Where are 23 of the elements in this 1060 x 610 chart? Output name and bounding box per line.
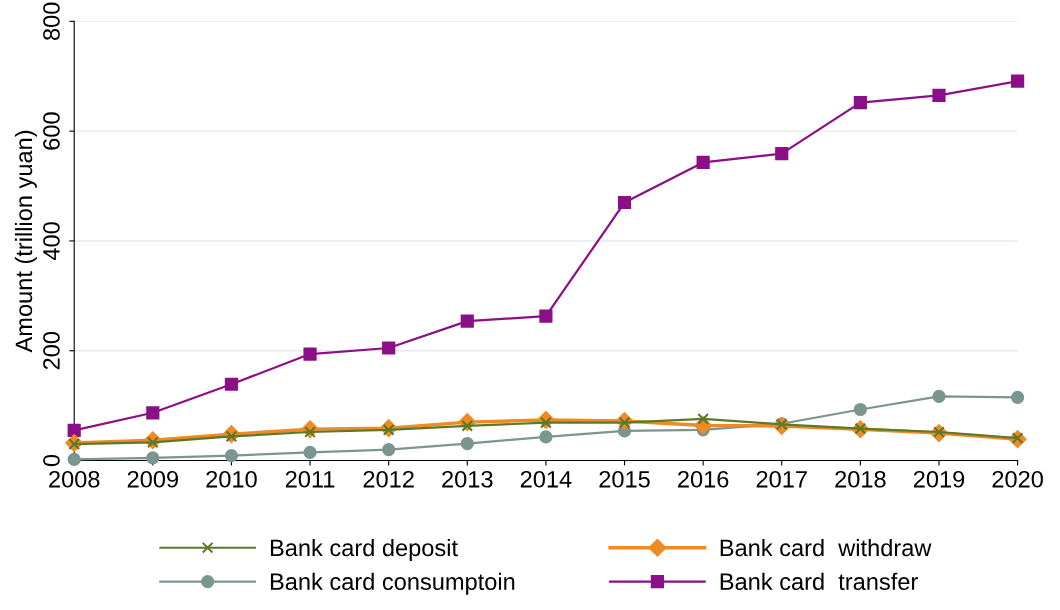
legend-label: Bank card deposit <box>270 538 458 561</box>
x-tick-label: 2014 <box>520 470 572 488</box>
y-tick-label: 800 <box>43 2 60 41</box>
legend-label: Bank card transfer <box>720 572 918 591</box>
x-tick-label: 2008 <box>49 470 100 488</box>
x-tick-label: 2016 <box>678 470 729 488</box>
x-tick-label: 2017 <box>756 470 807 488</box>
x-tick-label: 2013 <box>442 470 493 488</box>
y-tick-label: 0 <box>43 454 60 467</box>
y-tick-label: 600 <box>43 112 60 150</box>
x-tick-label: 2012 <box>363 470 414 488</box>
y-tick-label: 400 <box>43 222 60 261</box>
x-tick-label: 2015 <box>599 470 650 488</box>
x-tick-label: 2009 <box>127 470 178 488</box>
y-axis-title: Amount (trillion yuan) <box>14 130 37 353</box>
x-tick-label: 2010 <box>206 470 257 488</box>
x-tick-label: 2020 <box>992 470 1043 488</box>
x-tick-label: 2019 <box>913 470 965 488</box>
x-tick-label: 2018 <box>835 470 886 488</box>
x-tick-label: 2011 <box>285 470 335 488</box>
legend-label: Bank card withdraw <box>720 538 932 557</box>
legend-label: Bank card consumptoin <box>270 572 515 595</box>
y-tick-label: 200 <box>43 331 60 370</box>
